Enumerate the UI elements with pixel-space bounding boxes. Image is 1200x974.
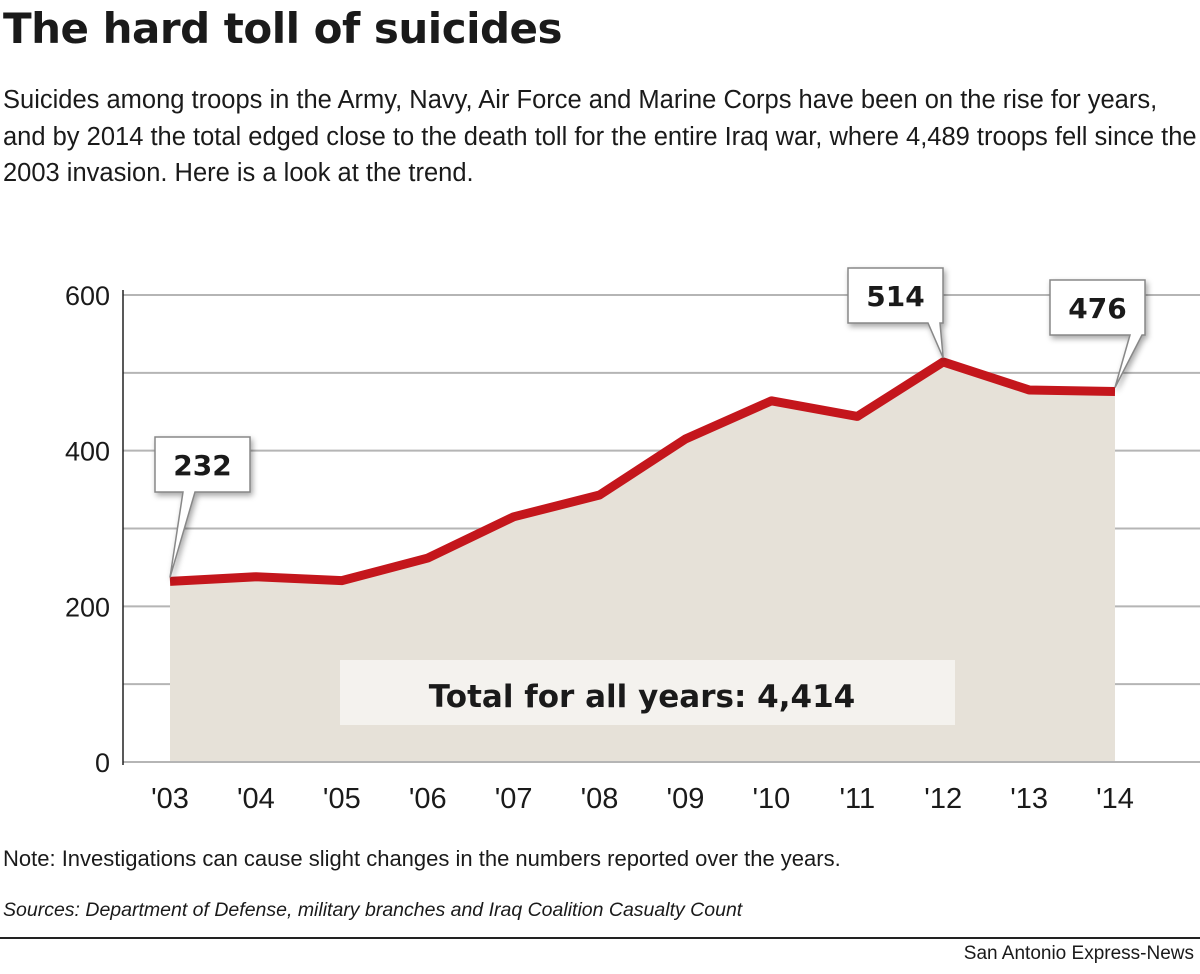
x-tick-label: '09 — [667, 783, 705, 815]
x-tick-label: '07 — [495, 783, 533, 815]
note: Note: Investigations can cause slight ch… — [3, 846, 841, 871]
x-tick-label: '10 — [752, 783, 790, 815]
chart-subtitle: Suicides among troops in the Army, Navy,… — [3, 86, 1197, 187]
total-box — [340, 660, 955, 725]
y-tick-label: 0 — [95, 748, 110, 778]
chart-title: The hard toll of suicides — [3, 4, 563, 53]
x-tick-label: '13 — [1010, 783, 1048, 815]
series-line — [169, 357, 1116, 586]
x-tick-label: '08 — [581, 783, 619, 815]
y-tick-label: 400 — [65, 437, 110, 467]
callout-label: 476 — [1068, 292, 1126, 325]
x-tick-label: '04 — [237, 783, 275, 815]
callout-box — [154, 436, 251, 578]
credit: San Antonio Express-News — [963, 943, 1194, 964]
x-tick-label: '03 — [151, 783, 189, 815]
x-tick-label: '06 — [409, 783, 447, 815]
x-tick-label: '05 — [323, 783, 361, 815]
callout-label: 514 — [866, 280, 924, 313]
callout-label: 232 — [173, 449, 231, 482]
sources: Sources: Department of Defense, military… — [3, 899, 743, 921]
x-tick-label: '12 — [924, 783, 962, 815]
line-chart: Total for all years: 4,414 0 200 400 600 '03 '… — [65, 267, 1200, 815]
total-annotation: Total for all years: 4,414 — [429, 679, 855, 715]
callout-box — [1049, 279, 1146, 388]
callout-box — [847, 267, 944, 359]
y-tick-label: 200 — [65, 592, 110, 622]
x-tick-label: '14 — [1096, 783, 1134, 815]
divider — [0, 937, 1200, 939]
y-tick-label: 600 — [65, 281, 110, 311]
x-tick-label: '11 — [839, 783, 875, 815]
